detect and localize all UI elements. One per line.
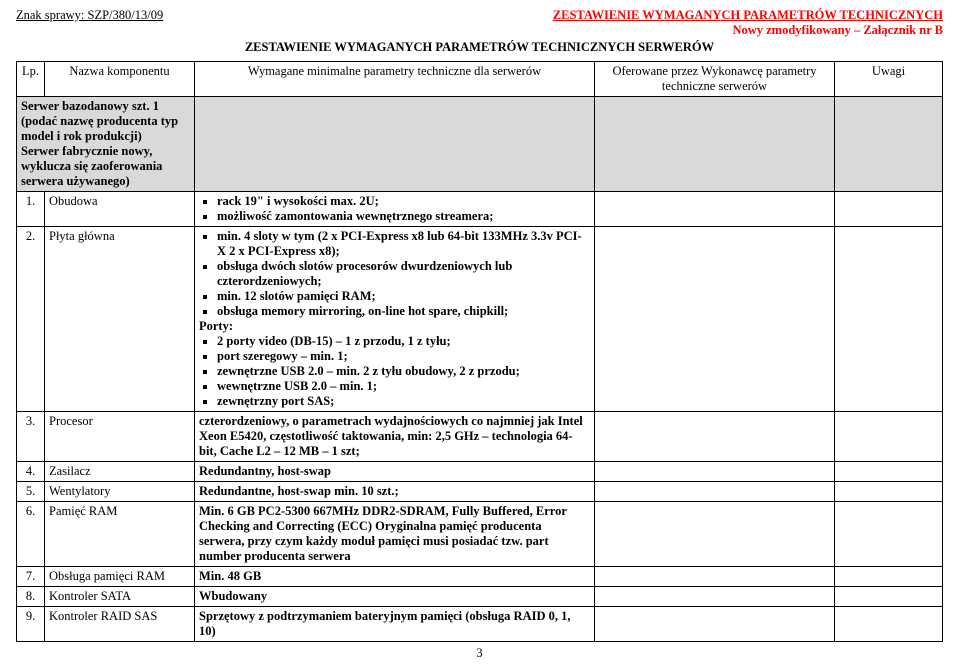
section-cell: Serwer bazodanowy szt. 1 (podać nazwę pr…	[17, 97, 195, 192]
cell-offer	[595, 482, 835, 502]
cell-spec: Min. 48 GB	[195, 567, 595, 587]
cell-lp: 2.	[17, 227, 45, 412]
cell-name: Obsługa pamięci RAM	[45, 567, 195, 587]
cell-offer	[595, 567, 835, 587]
cell-offer	[595, 607, 835, 642]
cell-uwagi	[835, 482, 943, 502]
bullet: wewnętrzne USB 2.0 – min. 1;	[217, 379, 590, 394]
cell-name: Obudowa	[45, 192, 195, 227]
table-row: 7. Obsługa pamięci RAM Min. 48 GB	[17, 567, 943, 587]
section-empty-offer	[595, 97, 835, 192]
cell-lp: 3.	[17, 412, 45, 462]
table-row: 3. Procesor czterordzeniowy, o parametra…	[17, 412, 943, 462]
bullet: obsługa memory mirroring, on-line hot sp…	[217, 304, 590, 319]
table-row: 2. Płyta główna min. 4 sloty w tym (2 x …	[17, 227, 943, 412]
cell-name: Kontroler SATA	[45, 587, 195, 607]
cell-spec: czterordzeniowy, o parametrach wydajnośc…	[195, 412, 595, 462]
subtitle-right: Nowy zmodyfikowany – Załącznik nr B	[553, 23, 943, 38]
cell-spec: Wbudowany	[195, 587, 595, 607]
cell-spec: rack 19" i wysokości max. 2U; możliwość …	[195, 192, 595, 227]
cell-spec: min. 4 sloty w tym (2 x PCI-Express x8 l…	[195, 227, 595, 412]
bullet: obsługa dwóch slotów procesorów dwurdzen…	[217, 259, 590, 289]
bullet: rack 19" i wysokości max. 2U;	[217, 194, 590, 209]
table-row: 6. Pamięć RAM Min. 6 GB PC2-5300 667MHz …	[17, 502, 943, 567]
cell-spec: Redundantne, host-swap min. 10 szt.;	[195, 482, 595, 502]
cell-lp: 8.	[17, 587, 45, 607]
section-line2: Serwer fabrycznie nowy, wyklucza się zao…	[21, 144, 190, 189]
section-line1: Serwer bazodanowy szt. 1 (podać nazwę pr…	[21, 99, 190, 144]
cell-uwagi	[835, 227, 943, 412]
th-name: Nazwa komponentu	[45, 62, 195, 97]
table-row: 9. Kontroler RAID SAS Sprzętowy z podtrz…	[17, 607, 943, 642]
cell-lp: 5.	[17, 482, 45, 502]
bullet: port szeregowy – min. 1;	[217, 349, 590, 364]
cell-uwagi	[835, 462, 943, 482]
bullet: min. 12 slotów pamięci RAM;	[217, 289, 590, 304]
section-empty-spec	[195, 97, 595, 192]
cell-uwagi	[835, 502, 943, 567]
title-right: ZESTAWIENIE WYMAGANYCH PARAMETRÓW TECHNI…	[553, 8, 943, 23]
bullet: min. 4 sloty w tym (2 x PCI-Express x8 l…	[217, 229, 590, 259]
cell-name: Kontroler RAID SAS	[45, 607, 195, 642]
cell-offer	[595, 412, 835, 462]
cell-offer	[595, 502, 835, 567]
cell-name: Pamięć RAM	[45, 502, 195, 567]
cell-offer	[595, 587, 835, 607]
cell-spec: Redundantny, host-swap	[195, 462, 595, 482]
section-row: Serwer bazodanowy szt. 1 (podać nazwę pr…	[17, 97, 943, 192]
th-uwagi: Uwagi	[835, 62, 943, 97]
th-lp: Lp.	[17, 62, 45, 97]
table-header-row: Lp. Nazwa komponentu Wymagane minimalne …	[17, 62, 943, 97]
cell-lp: 1.	[17, 192, 45, 227]
table-row: 5. Wentylatory Redundantne, host-swap mi…	[17, 482, 943, 502]
cell-offer	[595, 462, 835, 482]
th-offer: Oferowane przez Wykonawcę parametry tech…	[595, 62, 835, 97]
bullet: możliwość zamontowania wewnętrznego stre…	[217, 209, 590, 224]
cell-offer	[595, 192, 835, 227]
cell-spec: Min. 6 GB PC2-5300 667MHz DDR2-SDRAM, Fu…	[195, 502, 595, 567]
cell-lp: 7.	[17, 567, 45, 587]
cell-uwagi	[835, 567, 943, 587]
cell-uwagi	[835, 412, 943, 462]
title-center: ZESTAWIENIE WYMAGANYCH PARAMETRÓW TECHNI…	[16, 40, 943, 55]
table-row: 1. Obudowa rack 19" i wysokości max. 2U;…	[17, 192, 943, 227]
porty-label: Porty:	[199, 319, 590, 334]
bullet: zewnętrzny port SAS;	[217, 394, 590, 409]
cell-uwagi	[835, 587, 943, 607]
cell-lp: 9.	[17, 607, 45, 642]
cell-name: Wentylatory	[45, 482, 195, 502]
cell-spec: Sprzętowy z podtrzymaniem bateryjnym pam…	[195, 607, 595, 642]
cell-name: Płyta główna	[45, 227, 195, 412]
cell-lp: 6.	[17, 502, 45, 567]
case-number: Znak sprawy: SZP/380/13/09	[16, 8, 163, 23]
bullet: zewnętrzne USB 2.0 – min. 2 z tyłu obudo…	[217, 364, 590, 379]
table-row: 4. Zasilacz Redundantny, host-swap	[17, 462, 943, 482]
table-row: 8. Kontroler SATA Wbudowany	[17, 587, 943, 607]
spec-table: Lp. Nazwa komponentu Wymagane minimalne …	[16, 61, 943, 642]
section-empty-uwagi	[835, 97, 943, 192]
th-spec: Wymagane minimalne parametry techniczne …	[195, 62, 595, 97]
cell-lp: 4.	[17, 462, 45, 482]
cell-uwagi	[835, 607, 943, 642]
cell-name: Zasilacz	[45, 462, 195, 482]
cell-offer	[595, 227, 835, 412]
page-number: 3	[16, 646, 943, 661]
cell-uwagi	[835, 192, 943, 227]
cell-name: Procesor	[45, 412, 195, 462]
bullet: 2 porty video (DB-15) – 1 z przodu, 1 z …	[217, 334, 590, 349]
